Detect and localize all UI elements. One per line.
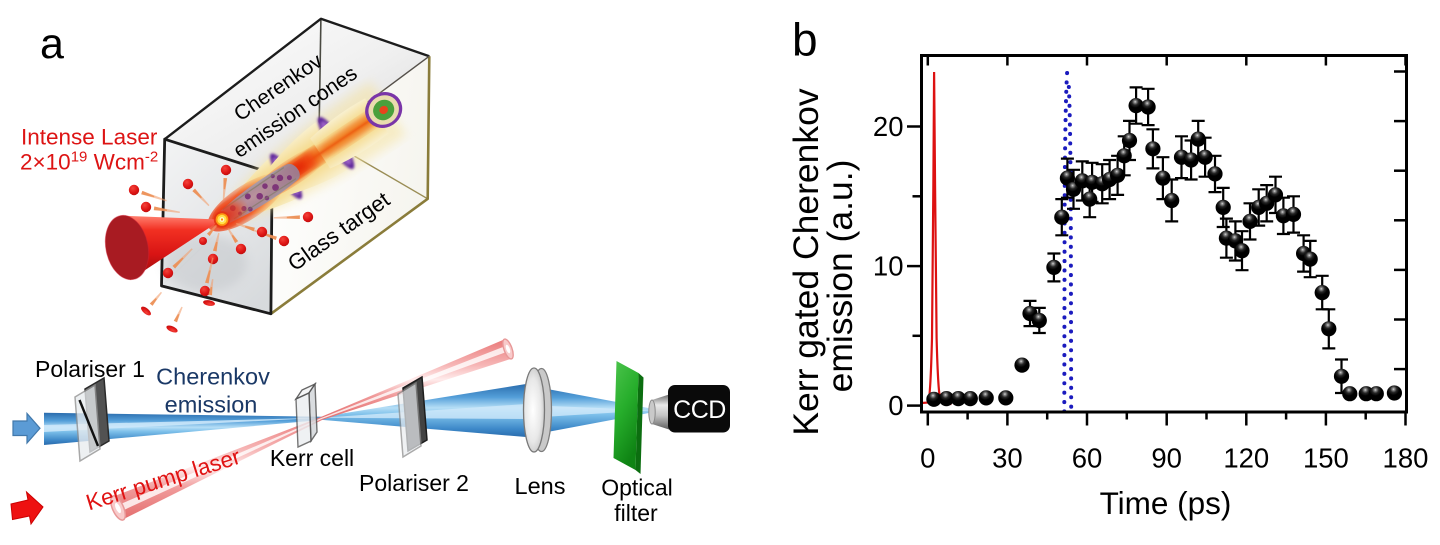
svg-text:CCD: CCD [673,396,726,424]
svg-text:Kerr pump laser: Kerr pump laser [83,444,244,516]
svg-text:0: 0 [888,390,903,421]
svg-text:emission: emission [165,392,258,418]
svg-text:2×1019 Wcm-2: 2×1019 Wcm-2 [20,149,158,175]
svg-text:Optical: Optical [601,475,673,501]
svg-text:30: 30 [992,443,1023,474]
svg-text:120: 120 [1223,443,1269,474]
svg-text:Kerr gated Cherenkovemission (: Kerr gated Cherenkovemission (a.u.) [786,88,860,436]
svg-text:Intense Laser: Intense Laser [21,125,158,150]
svg-text:60: 60 [1072,443,1103,474]
svg-text:Time (ps): Time (ps) [1100,485,1232,521]
svg-text:b: b [792,14,818,66]
svg-text:150: 150 [1303,443,1349,474]
svg-text:0: 0 [920,443,935,474]
svg-text:180: 180 [1383,443,1429,474]
svg-text:Kerr cell: Kerr cell [270,445,354,471]
svg-text:20: 20 [873,111,904,142]
svg-text:10: 10 [873,250,904,281]
svg-text:filter: filter [614,500,658,526]
svg-text:90: 90 [1151,443,1182,474]
svg-text:Polariser 1: Polariser 1 [35,356,145,382]
svg-text:Lens: Lens [515,473,566,499]
svg-text:Polariser 2: Polariser 2 [359,470,469,496]
svg-text:a: a [40,20,64,68]
svg-text:Cherenkov: Cherenkov [156,364,270,390]
